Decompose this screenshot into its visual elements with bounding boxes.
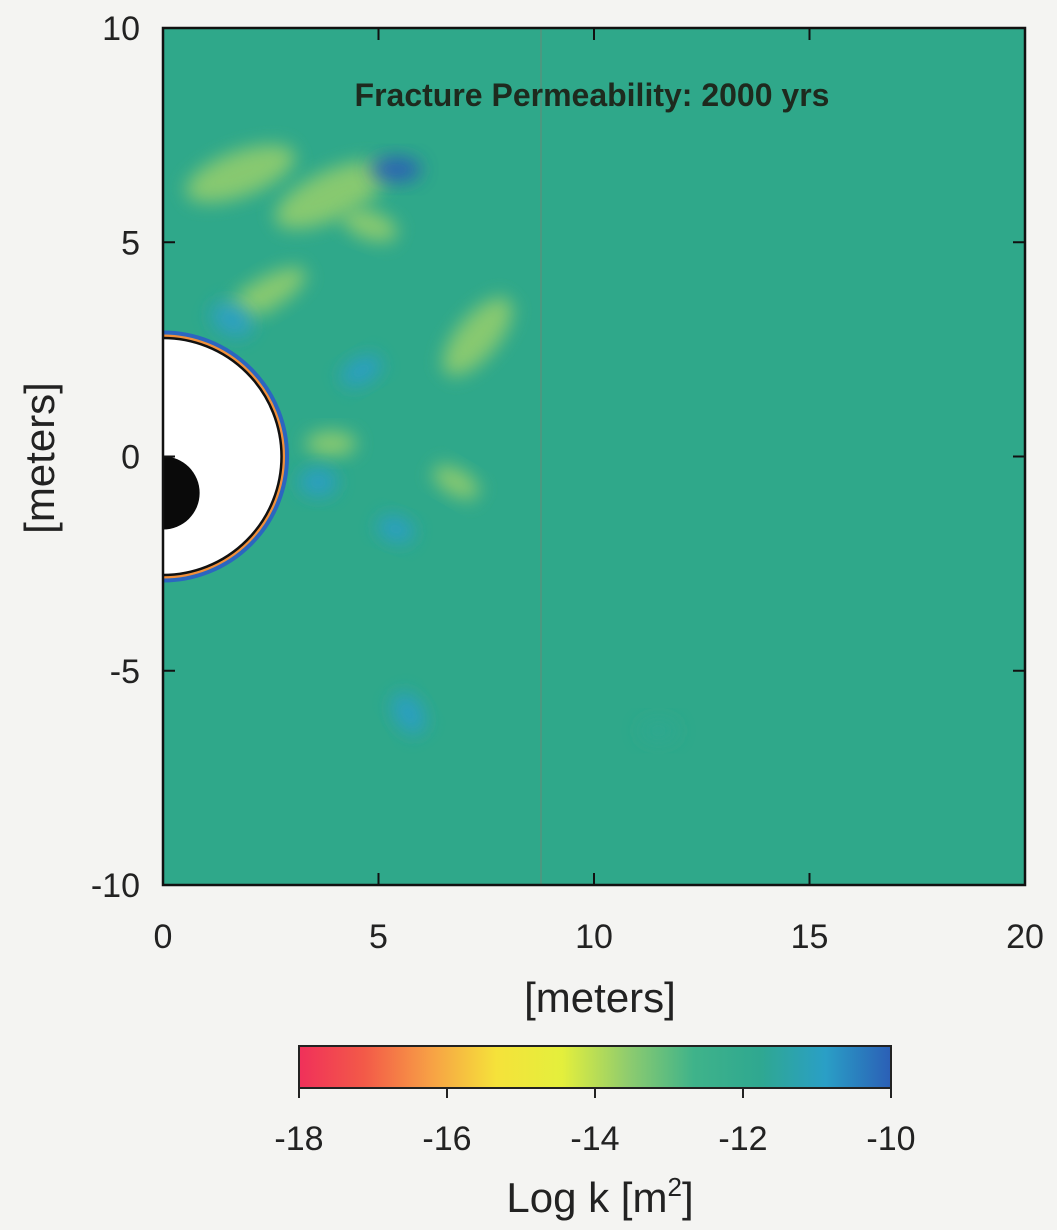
high-permeability-patch (639, 719, 678, 742)
low-permeability-patch (305, 430, 357, 457)
x-axis-title: [meters] (524, 974, 676, 1021)
low-permeability-patch (226, 267, 307, 321)
colorbar-tick-label: -10 (866, 1120, 915, 1158)
colorbar (298, 1045, 892, 1089)
high-permeability-patch (391, 692, 426, 735)
high-permeability-patch (340, 355, 382, 387)
low-permeability-patch (342, 208, 398, 242)
colorbar-axis: -18 -16 -14 -12 -10 (274, 1088, 916, 1158)
y-tick-label: -10 (91, 867, 140, 905)
x-axis: 0 5 10 15 20 (154, 28, 1044, 956)
low-permeability-patch (442, 297, 513, 376)
plot-background (163, 28, 1025, 885)
drift-rim-orange (163, 334, 285, 579)
colorbar-tick-label: -16 (422, 1120, 471, 1158)
chart-title: Fracture Permeability: 2000 yrs (355, 77, 830, 113)
y-tick-label: 5 (121, 224, 140, 262)
colorbar-tick-label: -12 (718, 1120, 767, 1158)
x-tick-label: 5 (369, 918, 388, 956)
colorbar-title: Log k [m2] (506, 1172, 693, 1221)
drift-opening (163, 330, 289, 583)
x-tick-label: 10 (575, 918, 613, 956)
colorbar-tick-label: -18 (274, 1120, 323, 1158)
y-tick-label: 10 (102, 10, 140, 48)
permeability-field (185, 144, 678, 742)
y-axis: 10 5 0 -5 -10 (91, 10, 1025, 905)
waste-package (163, 456, 200, 530)
colorbar-tick-label: -14 (570, 1120, 619, 1158)
drift-void (163, 336, 283, 577)
colorbar-title-text: Log k [m (506, 1174, 667, 1221)
drift-rim-blue (163, 330, 289, 583)
x-tick-label: 0 (154, 918, 173, 956)
x-tick-label: 20 (1006, 918, 1044, 956)
high-permeability-patch (377, 515, 415, 544)
x-tick-label: 15 (791, 918, 829, 956)
high-permeability-patch (210, 301, 253, 338)
high-permeability-patch (298, 467, 338, 497)
high-permeability-patch (370, 156, 422, 183)
low-permeability-patch (433, 465, 480, 500)
y-axis-title: [meters] (16, 382, 63, 534)
y-tick-label: -5 (110, 653, 140, 691)
colorbar-title-superscript: 2 (667, 1172, 681, 1202)
low-permeability-patch (185, 144, 296, 203)
colorbar-title-suffix: ] (682, 1174, 694, 1221)
y-tick-label: 0 (121, 439, 140, 477)
low-permeability-patch (275, 161, 388, 229)
